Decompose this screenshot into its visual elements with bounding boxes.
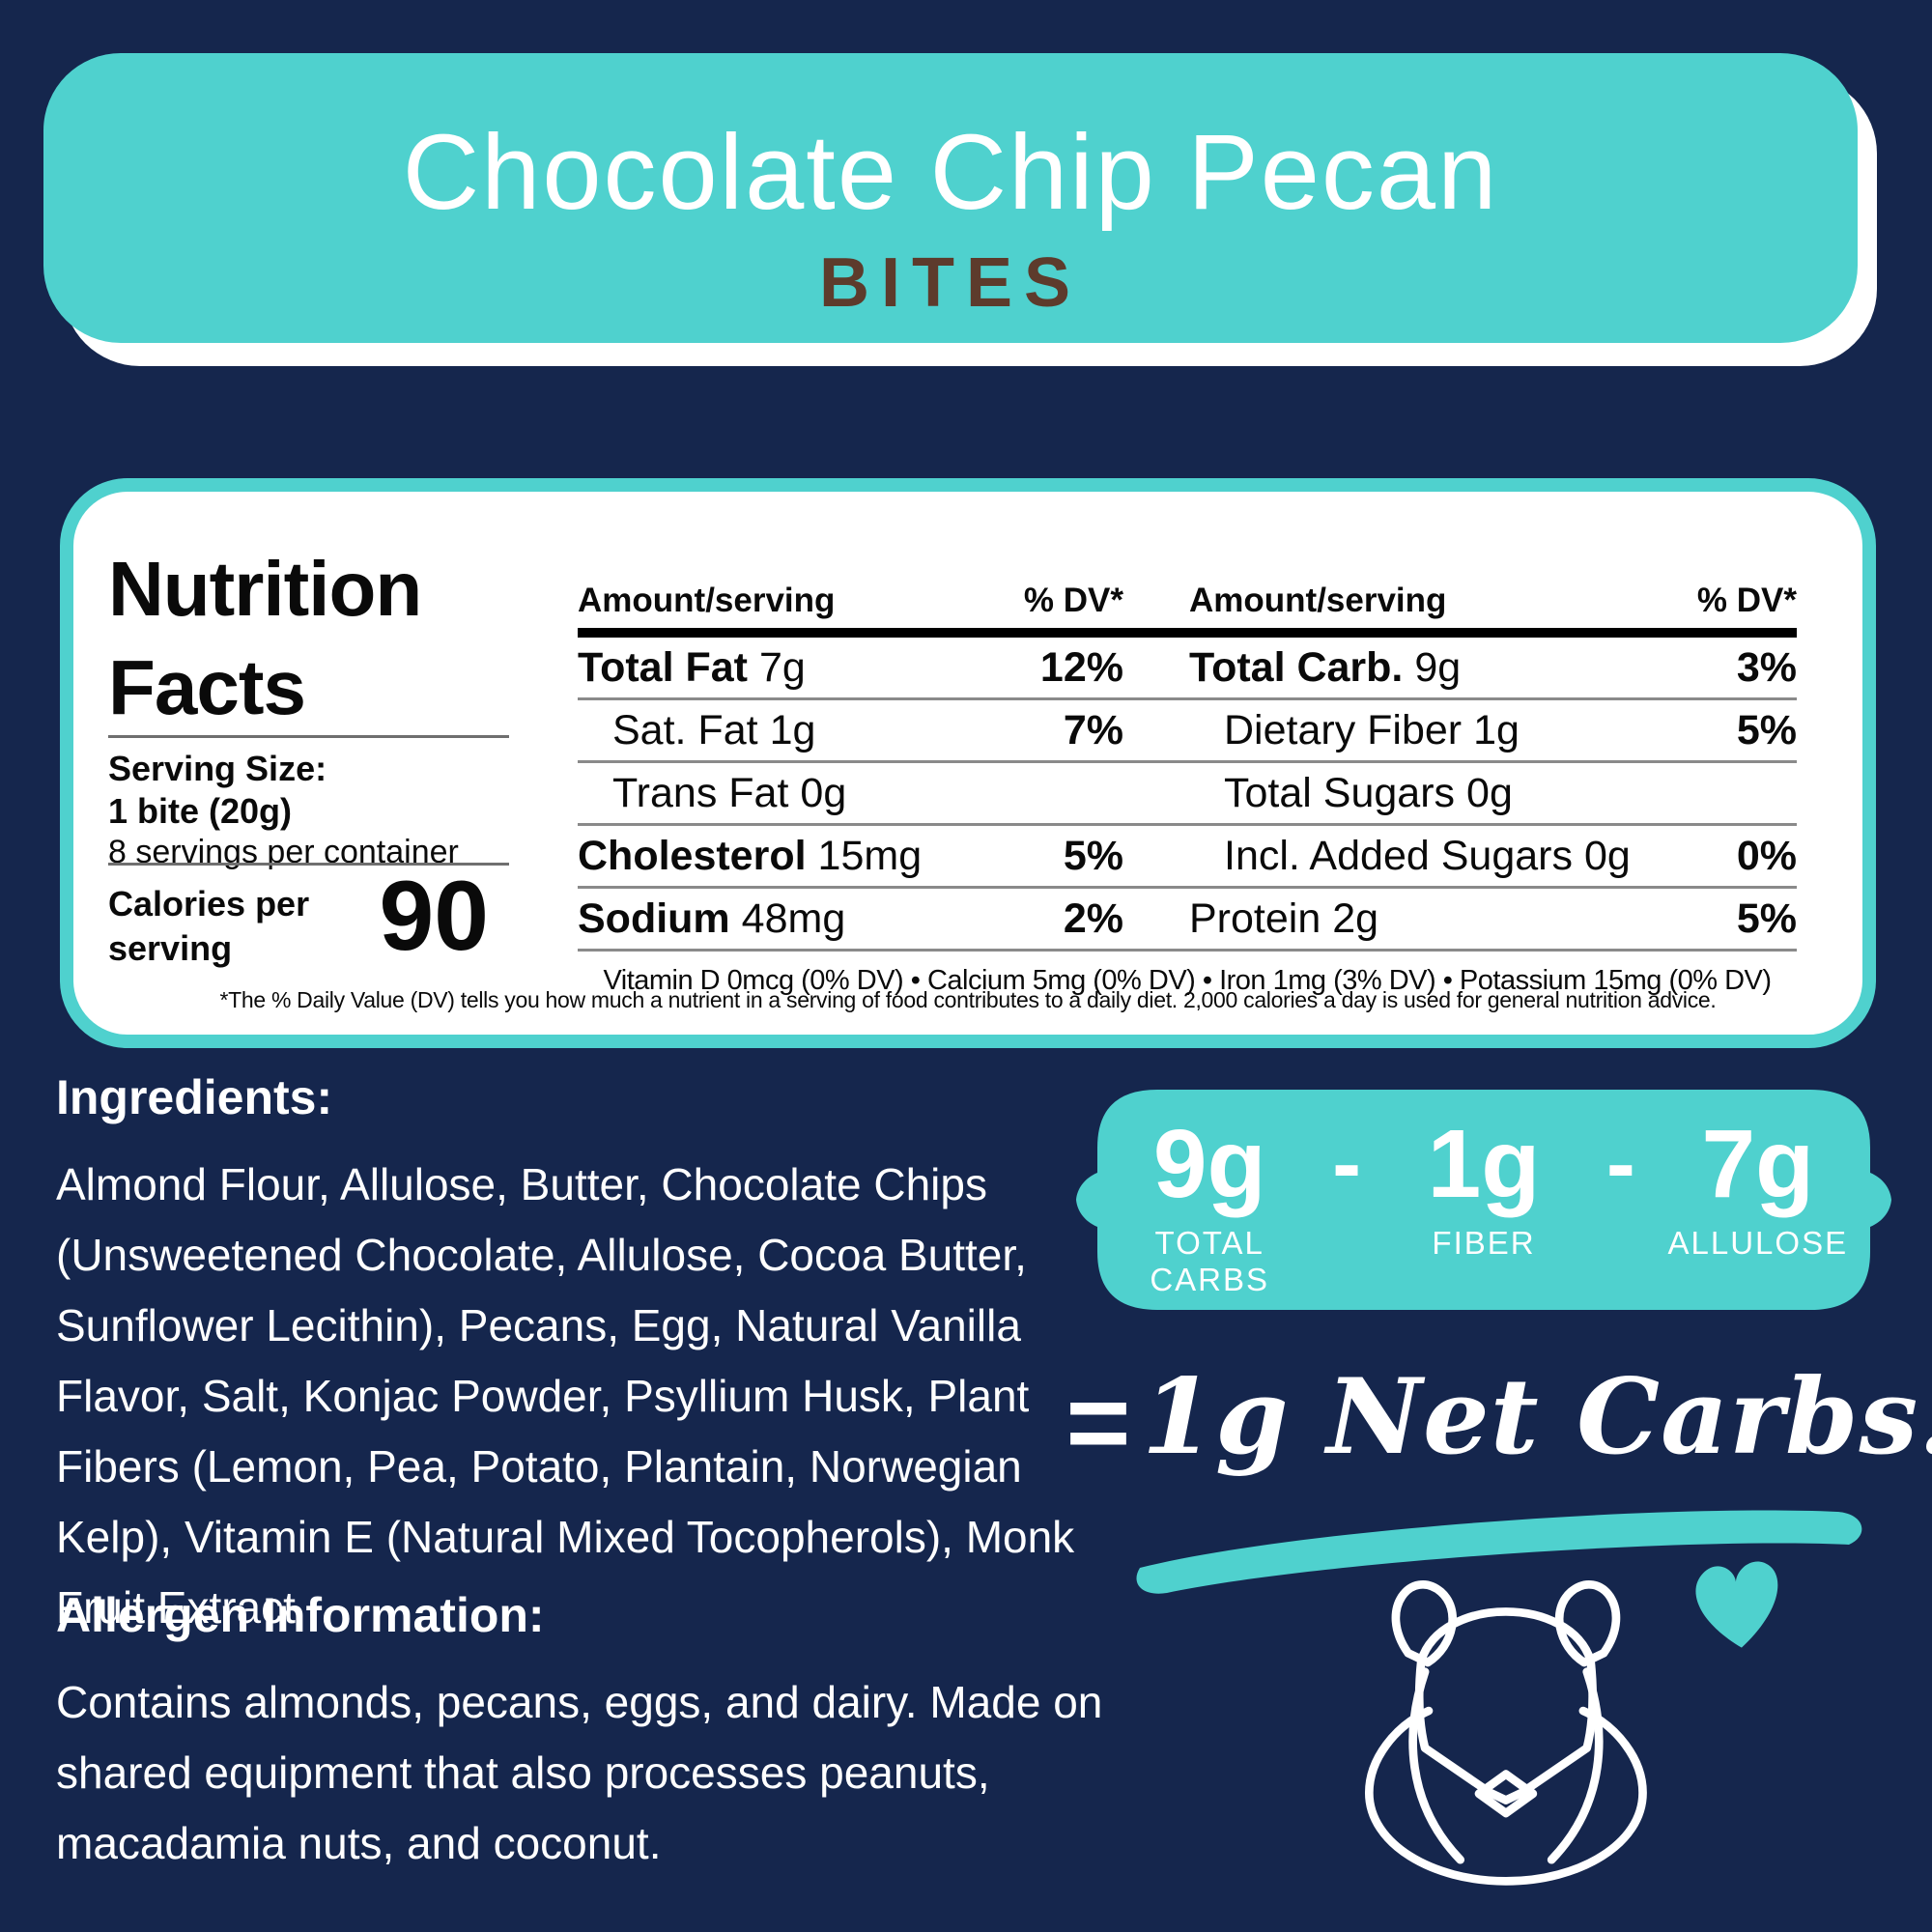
table-row: Sodium 48mg 2% Protein 2g 5% (578, 889, 1797, 952)
nutrition-facts-title-line2: Facts (108, 644, 306, 730)
product-title: Chocolate Chip Pecan (402, 113, 1499, 232)
table-row: Total Fat 7g 12% Total Carb. 9g 3% (578, 638, 1797, 700)
table-row: Trans Fat 0g Total Sugars 0g (578, 763, 1797, 826)
heart-icon (1695, 1561, 1778, 1648)
dv-header-right: % DV* (1696, 582, 1797, 619)
ingredients-section: Ingredients: Almond Flour, Allulose, But… (56, 1068, 1094, 1643)
allergen-section: Allergen Information: Contains almonds, … (56, 1586, 1109, 1879)
dash: - (1605, 1116, 1635, 1212)
underline-swoosh (1136, 1510, 1862, 1594)
amount-header-left: Amount/serving (578, 582, 836, 619)
table-row: Cholesterol 15mg 5% Incl. Added Sugars 0g … (578, 826, 1797, 889)
nutrition-facts-title-line1: Nutrition (108, 546, 422, 632)
net-carbs-text: 1g Net Carbs! (1142, 1356, 1932, 1478)
hippo-logo (1364, 1580, 1647, 1886)
badge-total-carbs: 9g TOTAL CARBS (1150, 1110, 1270, 1297)
amount-header-right: Amount/serving (1189, 582, 1447, 619)
divider (108, 863, 509, 866)
product-subtitle: BITES (818, 244, 1083, 322)
badge-allulose: 7g ALLULOSE (1667, 1110, 1849, 1261)
dash: - (1332, 1116, 1362, 1212)
table-row: Sat. Fat 1g 7% Dietary Fiber 1g 5% (578, 700, 1797, 763)
serving-size-value: 1 bite (20g) (108, 791, 293, 831)
title-card: Chocolate Chip Pecan BITES (43, 53, 1858, 343)
badge-background (1076, 1090, 1891, 1310)
nutrition-facts-panel: Nutrition Facts Serving Size: 1 bite (20… (60, 478, 1876, 1048)
header-bar (578, 628, 1797, 638)
dv-header-left: % DV* (1023, 582, 1123, 619)
equals-sign: = (1065, 1361, 1131, 1485)
serving-size-label: Serving Size: (108, 749, 327, 788)
micronutrients-line: Vitamin D 0mcg (0% DV) • Calcium 5mg (0%… (603, 965, 1772, 996)
nutrition-facts-title: Nutrition Facts (108, 540, 422, 737)
net-carbs-badge: 9g TOTAL CARBS - 1g FIBER - 7g ALLULOSE (1074, 1090, 1893, 1310)
allergen-heading: Allergen Information: (56, 1588, 545, 1642)
badge-fiber: 1g FIBER (1427, 1110, 1541, 1261)
dv-footnote: *The % Daily Value (DV) tells you how mu… (219, 987, 1717, 1012)
calories-value: 90 (379, 861, 489, 971)
allergen-body: Contains almonds, pecans, eggs, and dair… (56, 1677, 1103, 1868)
calories-label: Calories per serving (108, 884, 310, 968)
nutrition-table: Amount/serving % DV* Amount/serving % DV… (578, 574, 1797, 997)
divider (108, 735, 509, 738)
ingredients-heading: Ingredients: (56, 1070, 333, 1124)
nutrition-table-header: Amount/serving % DV* Amount/serving % DV… (578, 574, 1797, 620)
ingredients-body: Almond Flour, Allulose, Butter, Chocolat… (56, 1159, 1075, 1633)
